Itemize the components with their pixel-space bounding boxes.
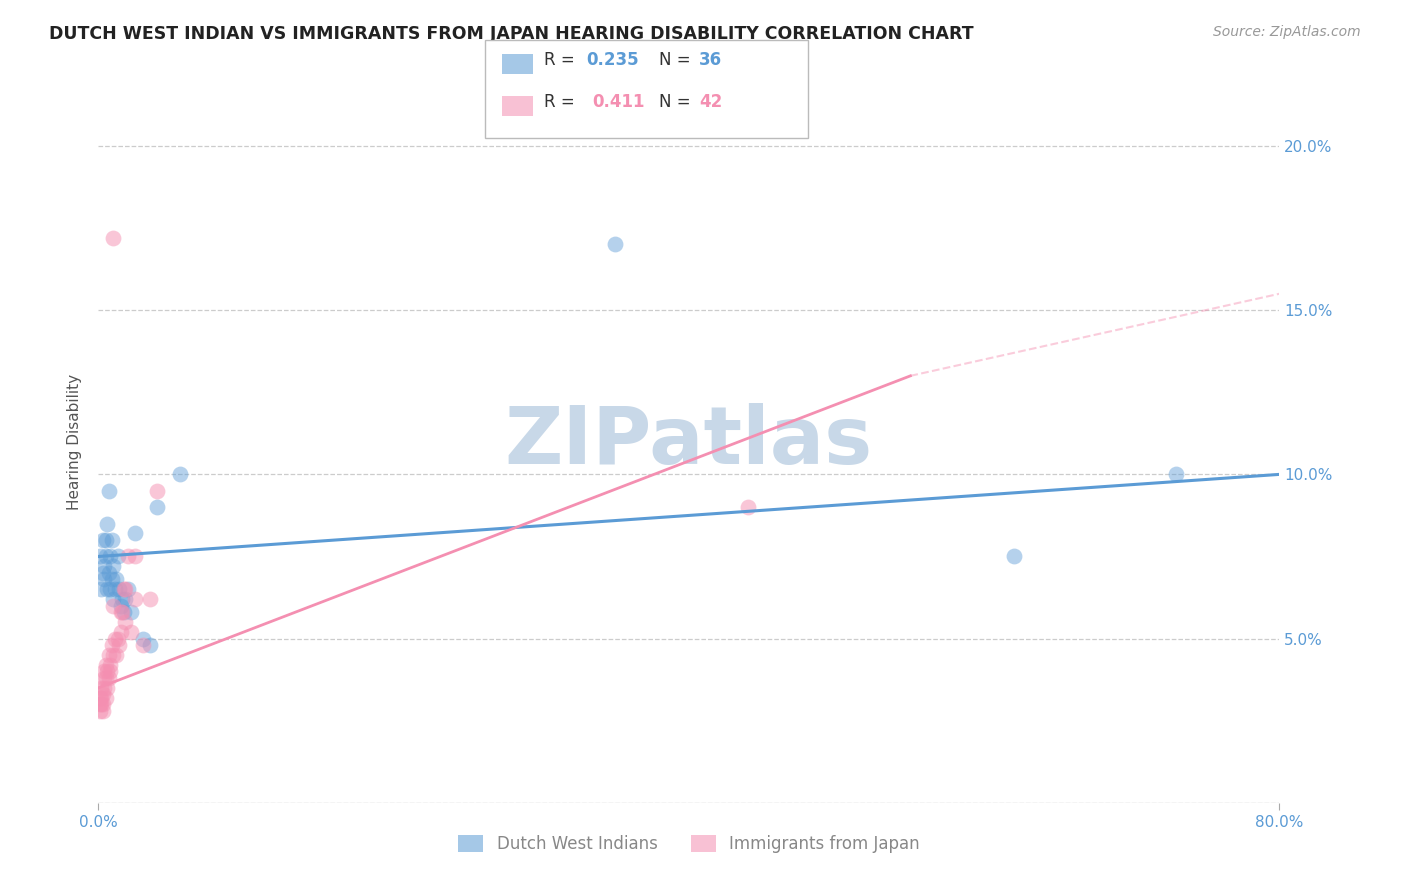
Point bbox=[93, 559, 115, 574]
Point bbox=[94, 671, 117, 685]
Y-axis label: Hearing Disability: Hearing Disability bbox=[67, 374, 83, 509]
Point bbox=[100, 533, 122, 547]
Point bbox=[93, 671, 115, 685]
Point bbox=[132, 638, 155, 652]
Point bbox=[120, 625, 142, 640]
Point bbox=[94, 657, 117, 672]
Point bbox=[94, 533, 117, 547]
Point bbox=[120, 605, 142, 619]
Point bbox=[91, 687, 114, 701]
Point bbox=[108, 638, 131, 652]
Point bbox=[117, 549, 139, 564]
Point bbox=[89, 698, 111, 712]
Text: N =: N = bbox=[659, 93, 696, 111]
Point bbox=[96, 665, 118, 679]
Point bbox=[112, 605, 135, 619]
Point bbox=[103, 592, 125, 607]
Point bbox=[91, 533, 114, 547]
Text: ZIPatlas: ZIPatlas bbox=[505, 402, 873, 481]
Point bbox=[103, 648, 125, 662]
Point bbox=[90, 582, 112, 597]
Point bbox=[114, 615, 136, 630]
Point bbox=[110, 605, 132, 619]
Point bbox=[112, 582, 135, 597]
Point bbox=[169, 467, 191, 482]
Point bbox=[110, 599, 132, 613]
Text: 0.411: 0.411 bbox=[592, 93, 644, 111]
Point bbox=[94, 549, 117, 564]
Point bbox=[98, 657, 121, 672]
Point bbox=[105, 573, 128, 587]
Text: R =: R = bbox=[544, 93, 585, 111]
Point bbox=[96, 582, 118, 597]
Text: N =: N = bbox=[659, 51, 696, 69]
Point bbox=[117, 582, 139, 597]
Point bbox=[737, 500, 759, 515]
Point bbox=[124, 592, 146, 607]
Point bbox=[124, 526, 146, 541]
Text: 0.235: 0.235 bbox=[586, 51, 638, 69]
Point bbox=[90, 681, 112, 695]
Point bbox=[89, 690, 111, 705]
Point bbox=[114, 582, 136, 597]
Point bbox=[96, 681, 118, 695]
Point bbox=[98, 582, 121, 597]
Point bbox=[90, 690, 112, 705]
Point bbox=[96, 516, 118, 531]
Text: DUTCH WEST INDIAN VS IMMIGRANTS FROM JAPAN HEARING DISABILITY CORRELATION CHART: DUTCH WEST INDIAN VS IMMIGRANTS FROM JAP… bbox=[49, 25, 974, 43]
Point bbox=[91, 704, 114, 718]
Point bbox=[91, 698, 114, 712]
Point bbox=[139, 592, 162, 607]
Point bbox=[605, 237, 627, 252]
Point bbox=[111, 592, 134, 607]
Point bbox=[89, 704, 111, 718]
Point bbox=[1002, 549, 1025, 564]
Point bbox=[90, 698, 112, 712]
Point bbox=[105, 648, 128, 662]
Point bbox=[97, 648, 120, 662]
Text: Source: ZipAtlas.com: Source: ZipAtlas.com bbox=[1213, 25, 1361, 39]
Point bbox=[98, 549, 121, 564]
Point bbox=[146, 500, 169, 515]
Point bbox=[111, 605, 134, 619]
Point bbox=[108, 582, 131, 597]
Point bbox=[124, 549, 146, 564]
Point bbox=[103, 559, 125, 574]
Point bbox=[94, 690, 117, 705]
Legend: Dutch West Indians, Immigrants from Japan: Dutch West Indians, Immigrants from Japa… bbox=[451, 828, 927, 860]
Point bbox=[107, 549, 129, 564]
Point bbox=[110, 625, 132, 640]
Text: 36: 36 bbox=[699, 51, 721, 69]
Point bbox=[93, 681, 115, 695]
Point bbox=[100, 573, 122, 587]
Text: 42: 42 bbox=[699, 93, 723, 111]
Point bbox=[107, 632, 129, 646]
Point bbox=[132, 632, 155, 646]
Point bbox=[104, 582, 127, 597]
Point bbox=[97, 483, 120, 498]
Point bbox=[1166, 467, 1188, 482]
Point bbox=[114, 592, 136, 607]
Point bbox=[89, 549, 111, 564]
Point bbox=[93, 573, 115, 587]
Point bbox=[97, 566, 120, 580]
Point bbox=[104, 632, 127, 646]
Point bbox=[103, 231, 125, 245]
Point bbox=[100, 638, 122, 652]
Point bbox=[91, 566, 114, 580]
Point bbox=[97, 671, 120, 685]
Text: R =: R = bbox=[544, 51, 581, 69]
Point bbox=[146, 483, 169, 498]
Point bbox=[93, 665, 115, 679]
Point bbox=[98, 665, 121, 679]
Point bbox=[103, 599, 125, 613]
Point bbox=[139, 638, 162, 652]
